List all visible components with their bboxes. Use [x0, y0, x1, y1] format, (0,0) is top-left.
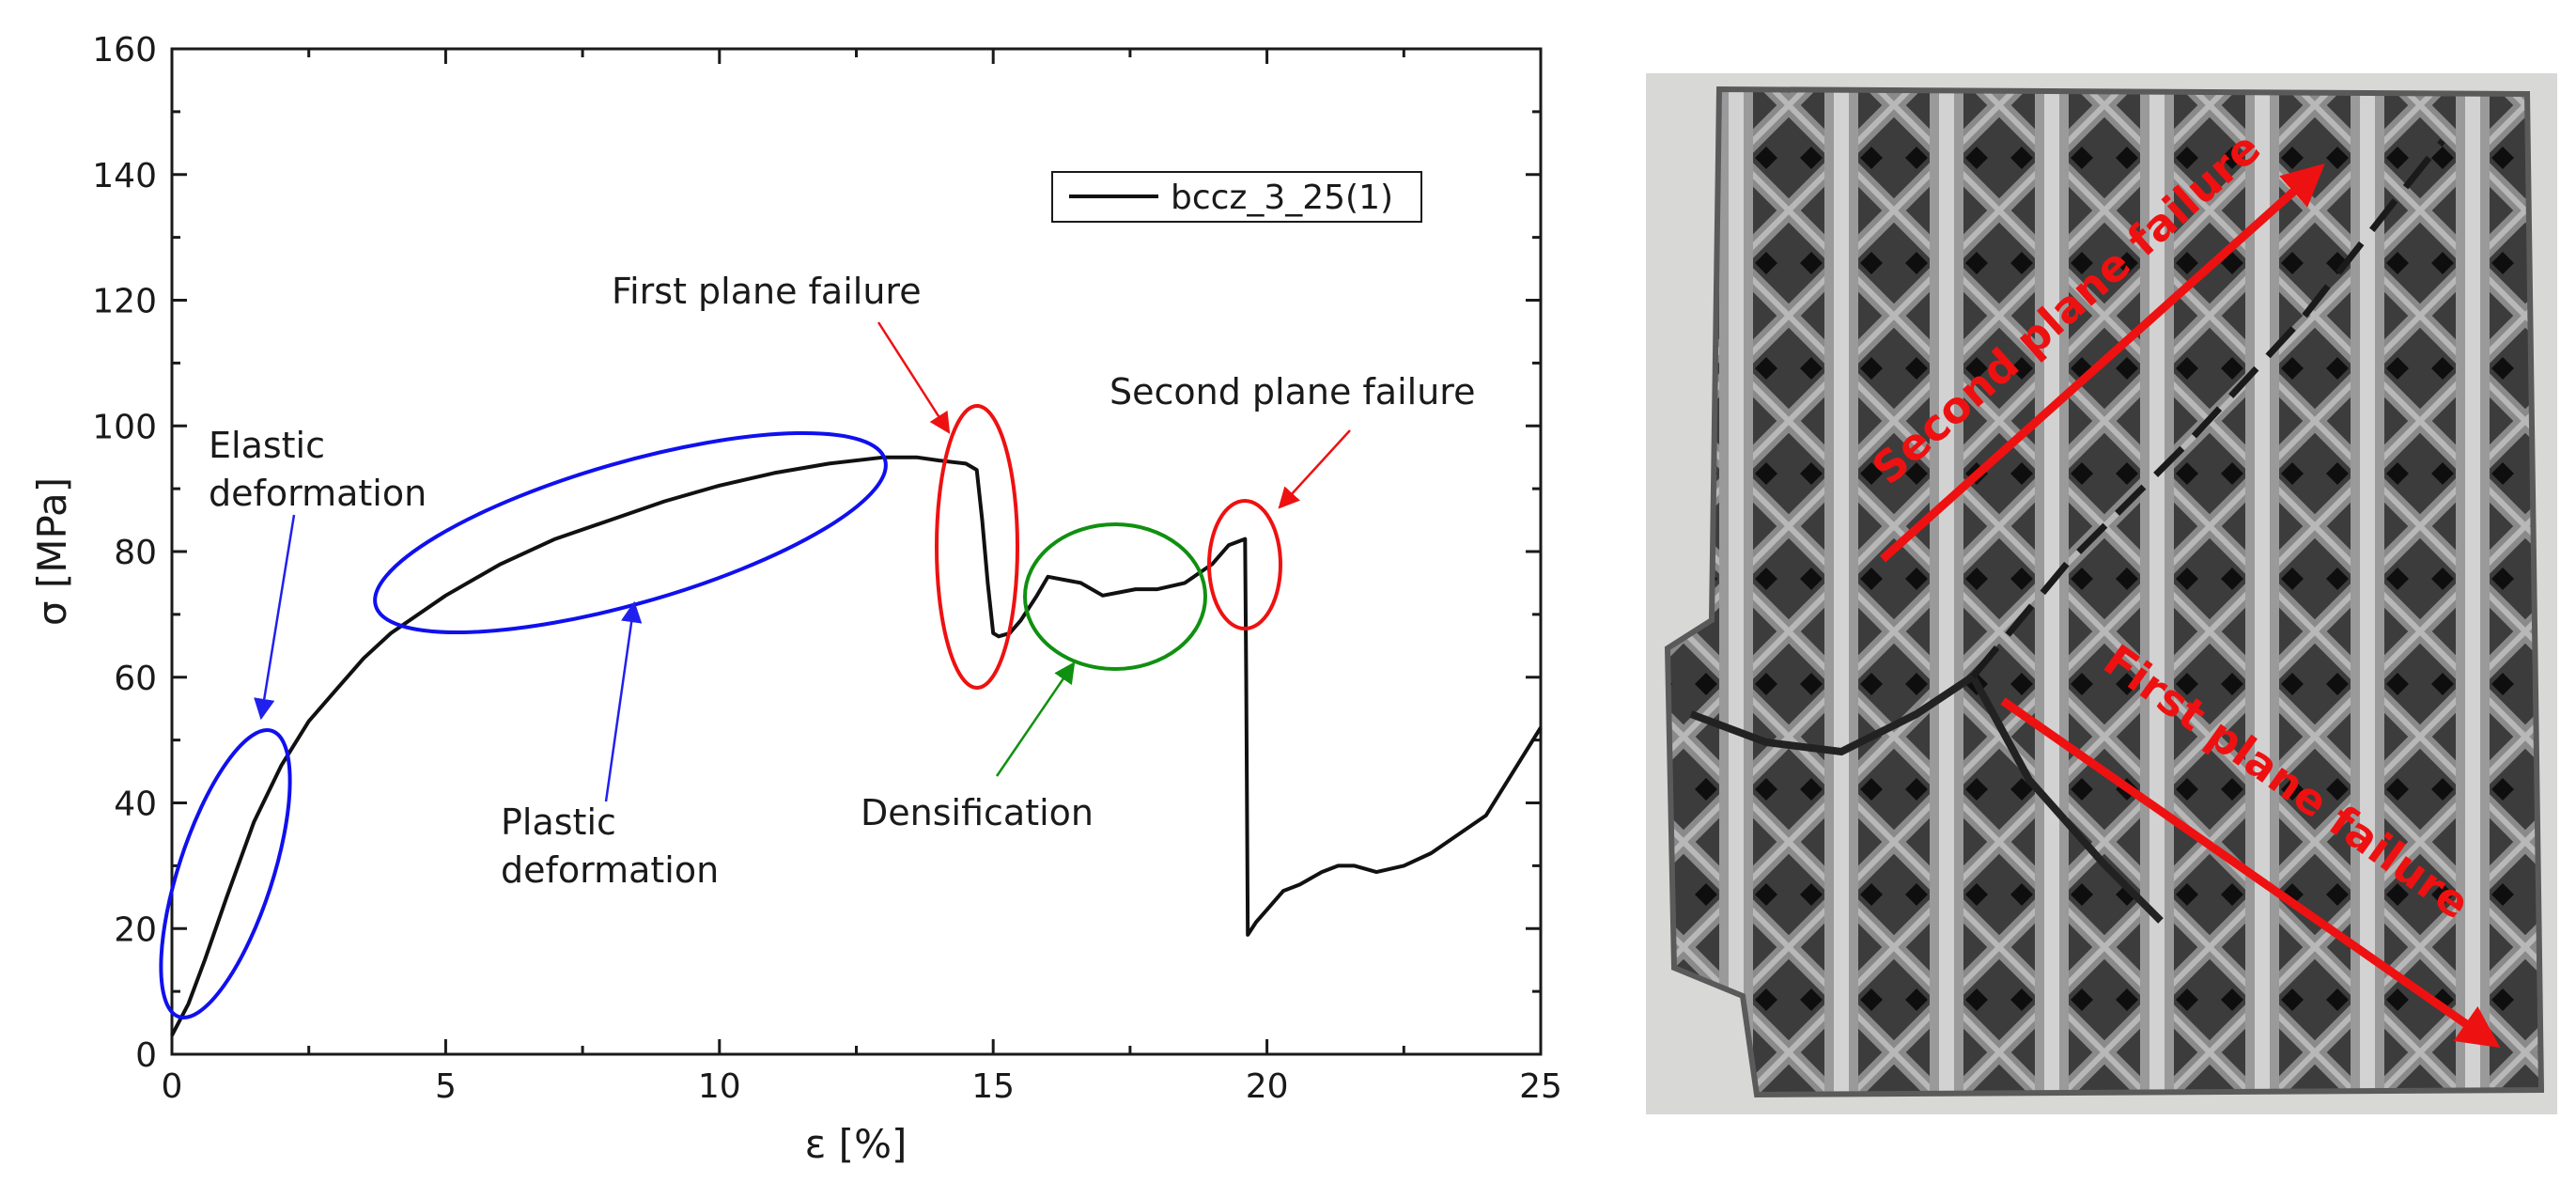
plastic-label-line: Plastic — [501, 801, 616, 843]
crack-upper-diagonal — [1970, 138, 2445, 679]
elastic-label: Elastic deformation — [209, 425, 427, 514]
axis-tick-labels: 0 5 10 15 20 25 0 20 40 60 80 100 120 140 160 — [92, 31, 1562, 1106]
y-tick-label: 120 — [92, 283, 157, 321]
y-tick-label: 0 — [135, 1036, 157, 1075]
y-tick-label: 140 — [92, 157, 157, 195]
x-tick-label: 10 — [698, 1067, 741, 1106]
y-tick-label: 160 — [92, 31, 157, 70]
y-tick-label: 80 — [114, 534, 157, 572]
plastic-label: Plastic deformation — [501, 801, 719, 891]
stress-strain-chart: 0 5 10 15 20 25 0 20 40 60 80 100 120 140 160 ε [%] σ … — [29, 31, 1562, 1167]
y-axis-title: σ [MPa] — [29, 477, 75, 626]
y-tick-label: 60 — [114, 660, 157, 698]
crack-lower-diagonal — [1689, 671, 2164, 924]
y-tick-label: 100 — [92, 408, 157, 446]
first-failure-arrow — [877, 321, 951, 434]
legend-label: bccz_3_25(1) — [1171, 179, 1393, 217]
elastic-label-line: deformation — [209, 473, 427, 514]
densification-ellipse — [1023, 522, 1207, 671]
densification-arrow — [995, 661, 1076, 777]
elastic-label-line: Elastic — [209, 425, 325, 466]
first-failure-ellipse — [935, 404, 1019, 690]
densification-label: Densification — [861, 792, 1094, 833]
plastic-region-ellipse — [373, 430, 888, 635]
second-failure-label: Second plane failure — [1110, 371, 1475, 412]
x-tick-label: 0 — [162, 1067, 183, 1106]
legend: bccz_3_25(1) — [1051, 171, 1422, 223]
second-failure-ellipse — [1207, 499, 1282, 630]
first-failure-label: First plane failure — [612, 271, 922, 312]
x-tick-label: 25 — [1519, 1067, 1562, 1106]
second-failure-arrow — [1278, 429, 1351, 509]
second-plane-arrow — [1880, 163, 2325, 563]
x-axis-title: ε [%] — [805, 1121, 908, 1167]
plastic-label-line: deformation — [501, 849, 719, 891]
y-tick-label: 20 — [114, 910, 157, 949]
x-tick-label: 20 — [1246, 1067, 1289, 1106]
x-tick-label: 15 — [971, 1067, 1015, 1106]
x-tick-label: 5 — [435, 1067, 457, 1106]
series-line-bccz_3_25-1 — [170, 455, 1543, 1036]
lattice-specimen — [1664, 86, 2545, 1098]
fractured-lattice-photo: Second plane failure First plane failure — [1646, 73, 2557, 1114]
elastic-region-ellipse — [159, 728, 292, 1019]
elastic-arrow — [254, 514, 296, 721]
y-tick-label: 40 — [114, 786, 157, 824]
axis-ticks — [170, 47, 1543, 1056]
plastic-arrow — [604, 600, 643, 802]
first-plane-arrow — [2000, 697, 2501, 1049]
